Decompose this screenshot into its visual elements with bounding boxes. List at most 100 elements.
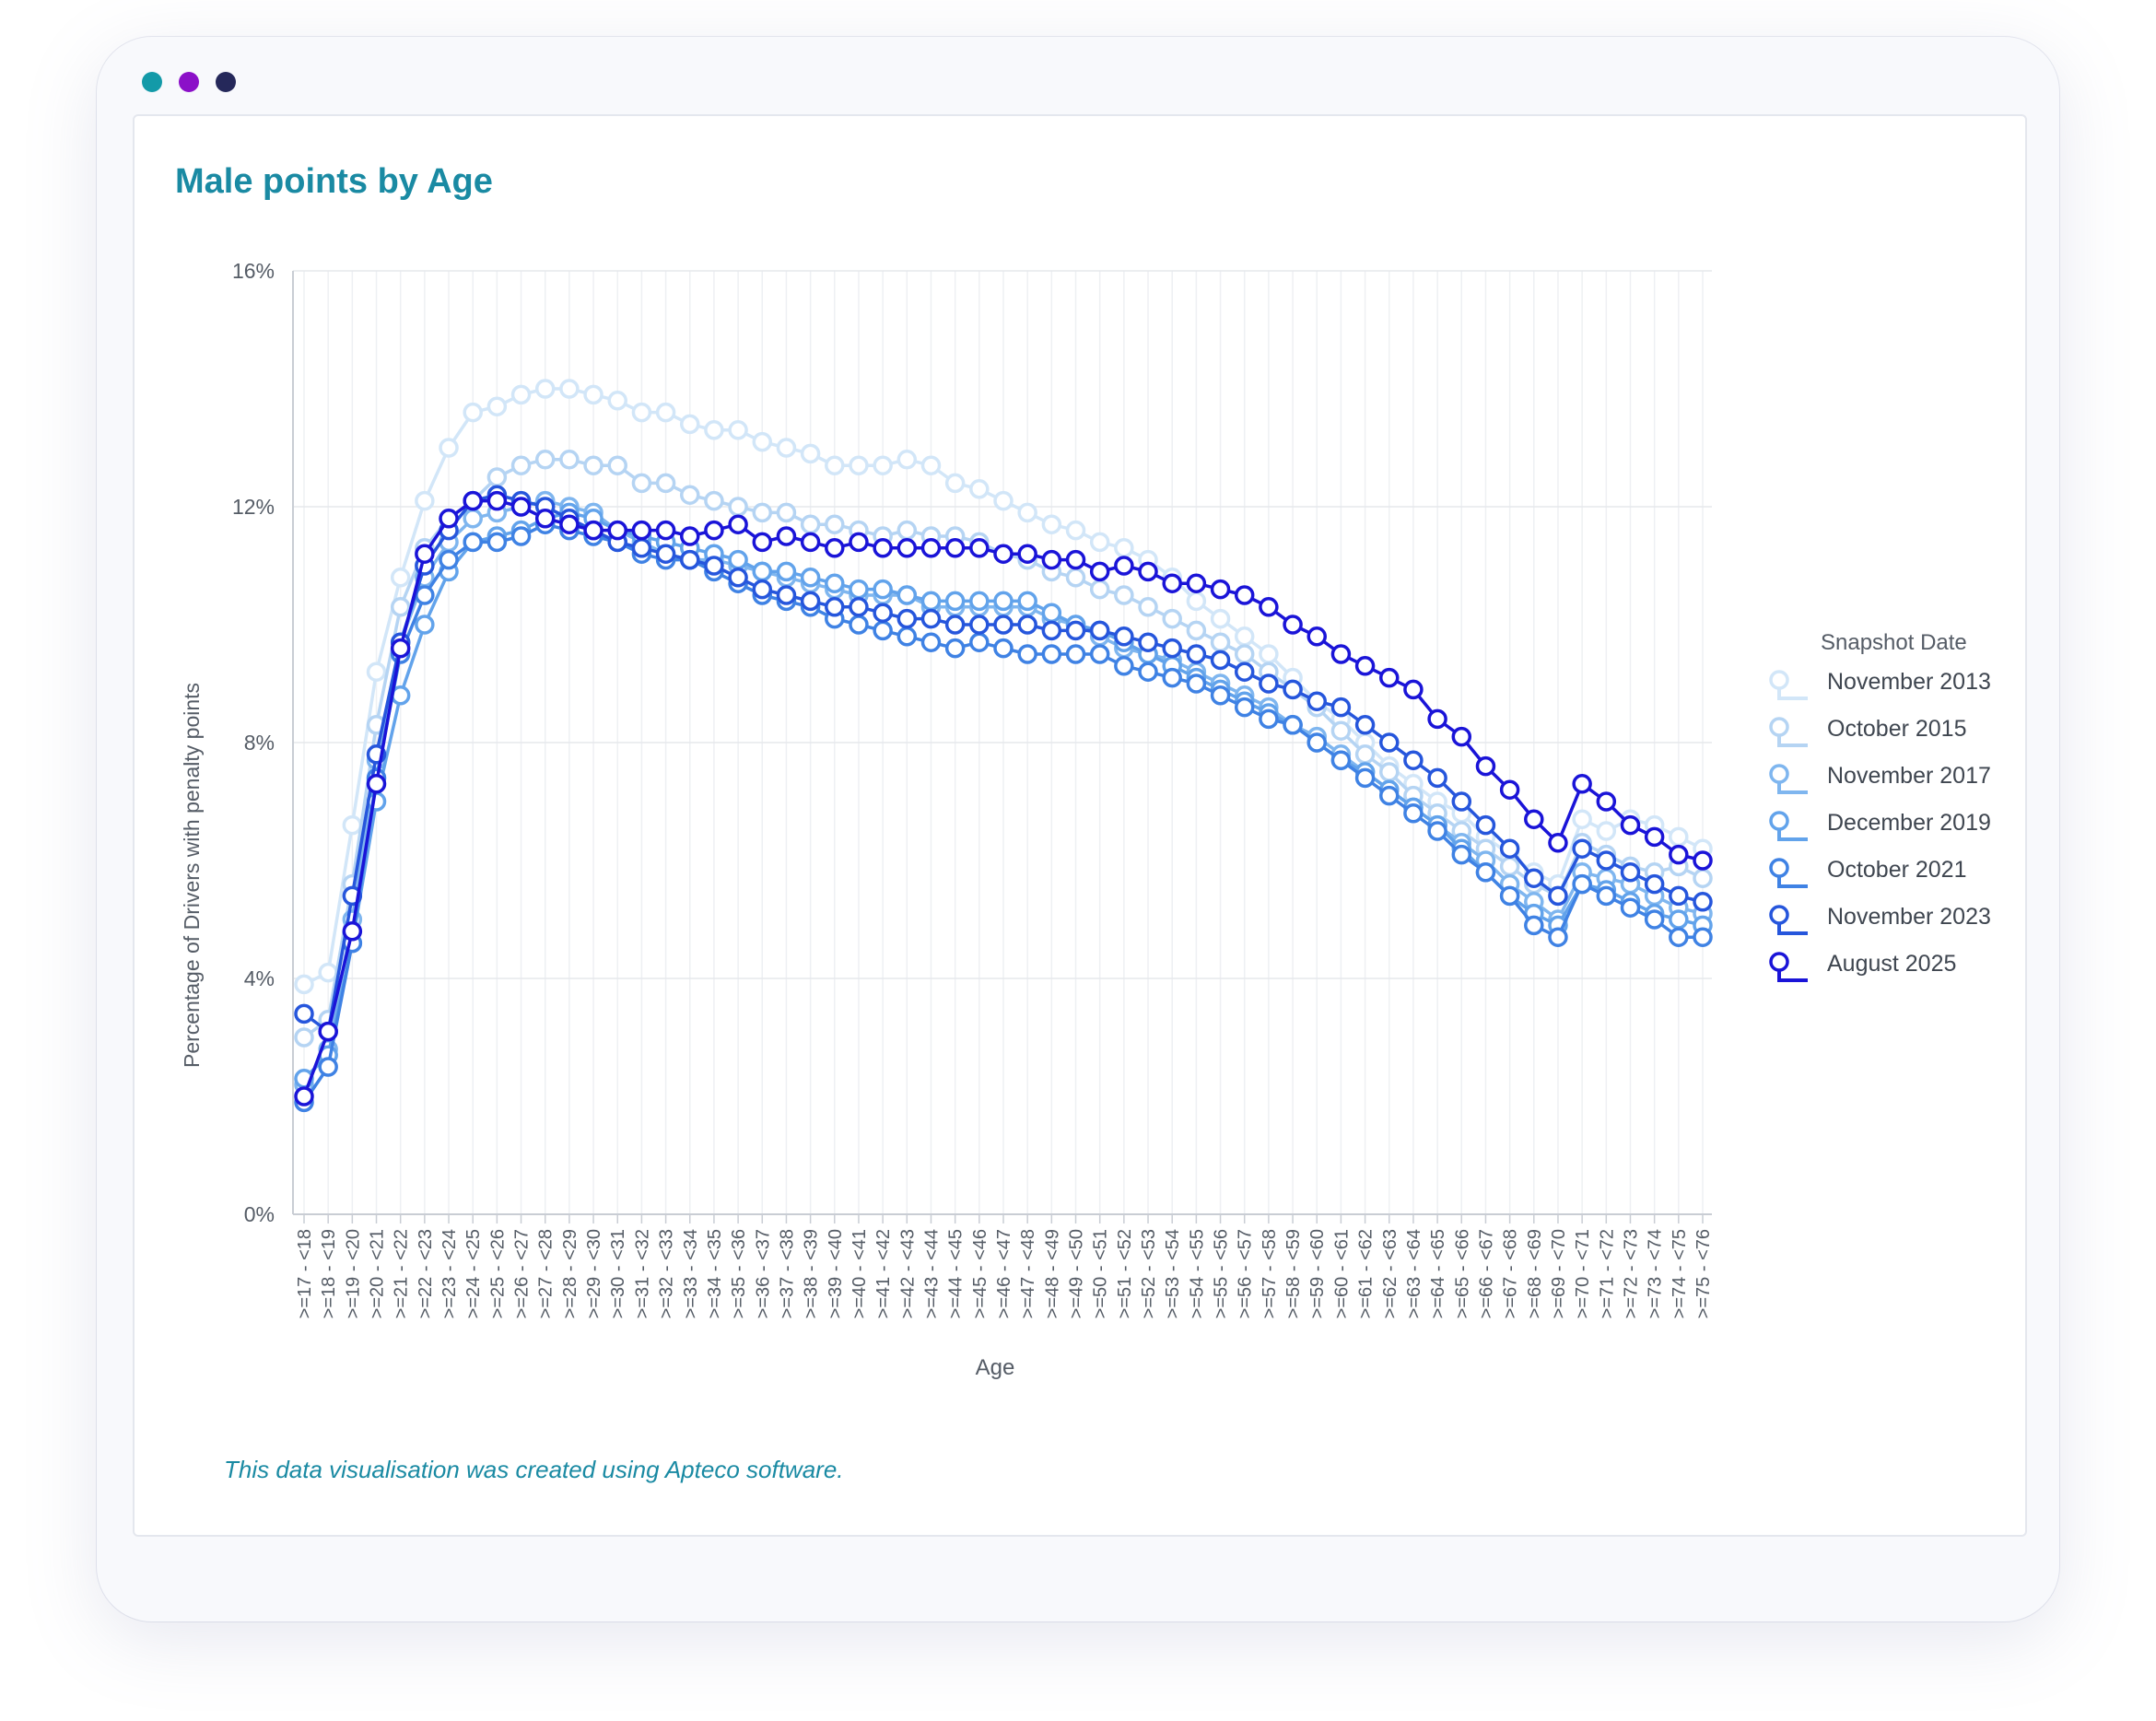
- data-point: [1451, 791, 1472, 812]
- data-point: [896, 538, 918, 558]
- legend-item[interactable]: November 2017: [1769, 763, 1991, 794]
- data-point: [342, 921, 363, 942]
- data-point: [1379, 732, 1400, 753]
- data-point: [1259, 708, 1279, 730]
- data-point: [1138, 561, 1158, 582]
- data-point: [1403, 750, 1424, 770]
- x-tick-label: >=23 - <24: [439, 1229, 460, 1318]
- data-point: [776, 585, 797, 605]
- data-point: [873, 603, 893, 623]
- data-point: [607, 391, 627, 411]
- data-point: [1379, 785, 1400, 806]
- window-dot-purple[interactable]: [179, 72, 199, 92]
- x-tick-label: >=18 - <19: [319, 1229, 339, 1318]
- legend-item[interactable]: December 2019: [1769, 810, 1991, 841]
- data-point: [463, 532, 483, 553]
- data-point: [1572, 873, 1592, 895]
- window-dot-teal[interactable]: [142, 72, 162, 92]
- x-axis-title: Age: [976, 1355, 1015, 1380]
- x-tick-label: >=47 - <48: [1018, 1229, 1038, 1318]
- legend-label: November 2017: [1827, 763, 1991, 789]
- data-point: [752, 502, 773, 523]
- data-point: [873, 620, 893, 641]
- data-point: [1089, 561, 1110, 582]
- data-point: [969, 591, 990, 612]
- x-tick-label: >=67 - <68: [1501, 1229, 1521, 1318]
- legend-label: August 2025: [1827, 951, 1956, 977]
- data-point: [1330, 697, 1352, 718]
- chart-title: Male points by Age: [175, 162, 493, 201]
- legend-item[interactable]: August 2025: [1769, 951, 1956, 982]
- data-point: [1041, 620, 1062, 641]
- x-tick-label: >=21 - <22: [392, 1229, 412, 1318]
- x-tick-label: >=34 - <35: [705, 1229, 725, 1318]
- data-point: [1475, 814, 1496, 836]
- data-point: [1354, 656, 1376, 676]
- data-point: [704, 420, 724, 440]
- data-point: [607, 520, 627, 541]
- legend-item[interactable]: November 2023: [1769, 904, 1991, 935]
- data-point: [1499, 838, 1520, 859]
- data-point: [1210, 632, 1231, 652]
- data-point: [1162, 667, 1182, 688]
- data-point: [1017, 544, 1037, 564]
- data-point: [728, 568, 748, 588]
- data-point: [776, 526, 797, 546]
- data-point: [1644, 826, 1665, 848]
- x-tick-label: >=44 - <45: [946, 1229, 967, 1318]
- data-point: [944, 591, 966, 612]
- data-point: [463, 402, 483, 423]
- legend-swatch-marker: [1769, 858, 1789, 878]
- legend-label: December 2019: [1827, 810, 1991, 836]
- data-point: [825, 538, 845, 558]
- legend-item[interactable]: October 2015: [1769, 716, 1967, 747]
- x-tick-label: >=22 - <23: [416, 1229, 436, 1318]
- data-point: [1596, 885, 1617, 907]
- data-point: [944, 473, 966, 494]
- legend-label: October 2021: [1827, 857, 1967, 883]
- x-tick-label: >=74 - <75: [1670, 1229, 1690, 1318]
- data-point: [680, 549, 700, 570]
- x-tick-label: >=75 - <76: [1693, 1229, 1714, 1318]
- data-point: [318, 1057, 338, 1077]
- data-point: [1451, 726, 1472, 747]
- data-point: [486, 490, 508, 511]
- data-point: [920, 455, 942, 475]
- x-tick-label: >=42 - <43: [897, 1229, 918, 1318]
- data-point: [849, 455, 869, 475]
- data-point: [486, 532, 508, 553]
- data-point: [752, 579, 773, 600]
- data-point: [993, 615, 1014, 635]
- data-point: [1572, 809, 1592, 829]
- data-point: [728, 497, 748, 517]
- x-tick-label: >=43 - <44: [921, 1229, 942, 1318]
- data-point: [1499, 779, 1520, 800]
- x-tick-label: >=73 - <74: [1646, 1229, 1666, 1318]
- x-tick-label: >=29 - <30: [584, 1229, 604, 1318]
- data-point: [415, 544, 435, 564]
- data-point: [534, 509, 556, 529]
- data-point: [873, 538, 893, 558]
- data-point: [993, 490, 1014, 511]
- data-point: [655, 473, 676, 494]
- window-dot-navy[interactable]: [216, 72, 236, 92]
- data-point: [680, 485, 700, 505]
- data-point: [1114, 626, 1134, 647]
- data-point: [969, 615, 990, 635]
- x-tick-label: >=40 - <41: [850, 1229, 870, 1318]
- data-point: [1475, 862, 1496, 883]
- data-point: [704, 490, 724, 511]
- data-point: [873, 579, 893, 600]
- legend-item[interactable]: November 2013: [1769, 669, 1991, 700]
- data-point: [1524, 809, 1544, 829]
- data-point: [1693, 927, 1713, 947]
- legend-item[interactable]: October 2021: [1769, 857, 1967, 888]
- data-point: [1475, 755, 1496, 777]
- data-point: [631, 520, 652, 541]
- data-point: [920, 632, 942, 652]
- x-tick-label: >=46 - <47: [994, 1229, 1014, 1318]
- data-point: [1669, 927, 1689, 947]
- x-tick-label: >=35 - <36: [729, 1229, 749, 1318]
- data-point: [1669, 885, 1689, 907]
